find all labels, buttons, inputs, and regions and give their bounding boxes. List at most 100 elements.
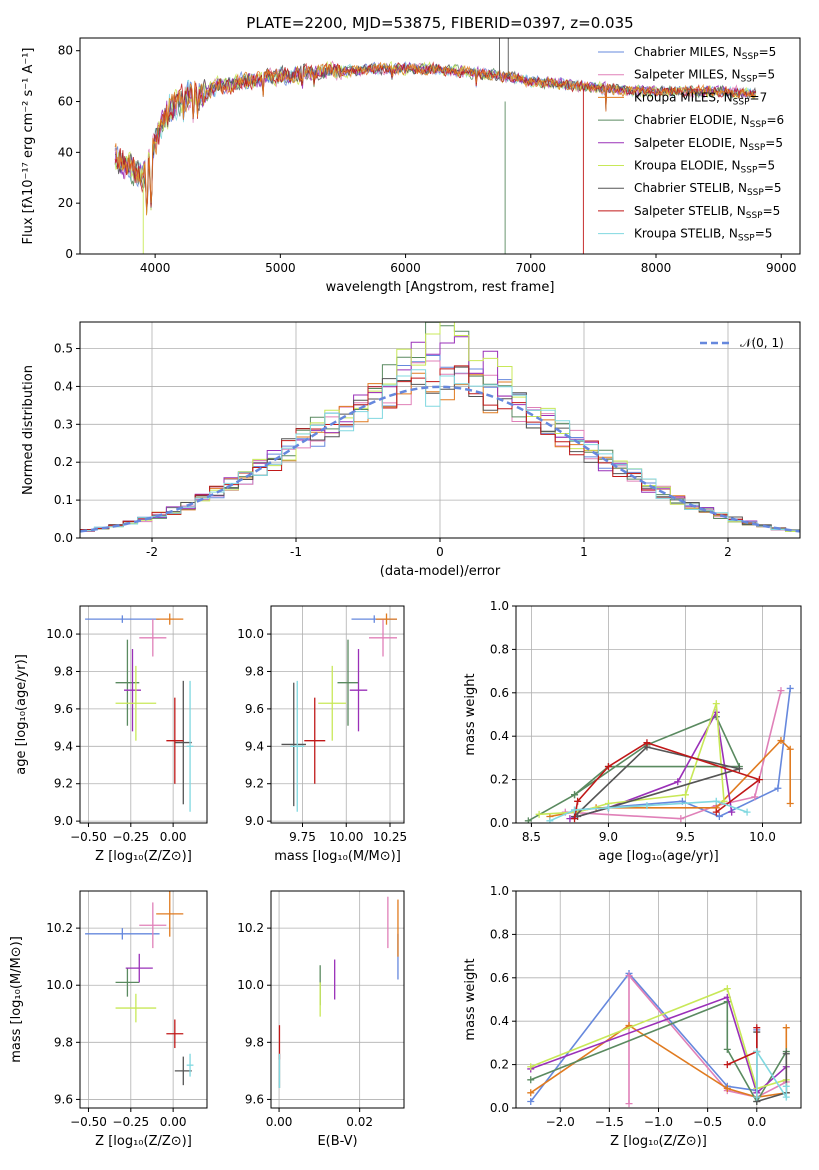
spectrum-legend-label: Kroupa MILES, NSSP=7 (634, 90, 767, 107)
weight-age-marker (535, 810, 543, 818)
mass-Z-errorbar-point (85, 928, 160, 940)
age-Z-ylabel: age [log₁₀(age/yr)] (14, 654, 29, 775)
spectrum-xlabel: wavelength [Angstrom, rest frame] (326, 280, 555, 295)
age-mass-xlabel: mass [log₁₀(M/M⊙)] (274, 849, 401, 864)
residual-histogram-step (80, 336, 800, 532)
age-mass-ytick-label: 9.2 (245, 777, 264, 791)
age-Z-plot-area (85, 613, 194, 812)
mass-Z-xtick-label: 0.00 (160, 1115, 187, 1129)
residuals-ytick-label: 0.0 (54, 531, 73, 545)
mass-Z-xtick-label: −0.25 (112, 1115, 149, 1129)
weight-Z-xtick-label: −1.5 (595, 1115, 624, 1129)
weight-age-ytick-label: 0.0 (490, 816, 509, 830)
spectrum-ytick-label: 80 (58, 44, 73, 58)
spectrum-ylabel: Flux [fλ10⁻¹⁷ erg cm⁻² s⁻¹ A⁻¹] (21, 48, 36, 245)
weight-Z-marker (723, 1084, 731, 1092)
mass-Z-ytick-label: 10.2 (46, 921, 73, 935)
age-Z-errorbar-point (115, 665, 157, 741)
spectrum-legend-label: Chabrier MILES, NSSP=5 (634, 45, 776, 62)
weight-age-marker (677, 815, 685, 823)
spectrum-legend-label: Kroupa ELODIE, NSSP=5 (634, 159, 775, 176)
spectrum-frame (79, 37, 801, 255)
weight-age-frame (515, 605, 802, 824)
spectrum-xtick-label: 8000 (641, 261, 672, 275)
weight-Z-marker (782, 1093, 790, 1101)
mass-Z-errorbar-point (166, 1019, 184, 1049)
weight-age-marker (755, 776, 763, 784)
age-mass-xtick-label: 10.00 (329, 830, 363, 844)
weight-Z-xtick-label: −2.0 (546, 1115, 575, 1129)
weight-age-panel: 8.5 9.0 9.5 10.0 0.0 0.2 0.4 0.6 0.8 1.0 age [log₁… (463, 599, 802, 864)
weight-age-ytick-label: 0.2 (490, 773, 509, 787)
residuals-ytick-label: 0.3 (54, 417, 73, 431)
weight-age-xtick-label: 9.0 (599, 830, 618, 844)
weight-Z-marker (782, 1024, 790, 1032)
weight-age-marker (786, 745, 794, 753)
mass-EBV-ytick-label: 9.8 (245, 1035, 264, 1049)
weight-age-marker (674, 778, 682, 786)
spectrum-xtick-label: 7000 (516, 261, 547, 275)
normal-distribution-curve (80, 385, 800, 533)
age-mass-panel: 9.75 10.00 10.25 9.0 9.2 9.4 9.6 9.8 10.0 mass [l… (237, 605, 407, 864)
spectrum-panel: 4000 5000 6000 7000 8000 9000 0 20 40 60 80 wavelen… (21, 37, 801, 295)
weight-age-marker (735, 765, 743, 773)
weight-age-ytick-label: 1.0 (490, 599, 509, 613)
weight-Z-marker (753, 1048, 761, 1056)
mass-Z-errorbar-point (115, 993, 157, 1023)
weight-age-marker (751, 793, 759, 801)
weight-age-xtick-label: 8.5 (522, 830, 541, 844)
weight-age-marker (546, 817, 554, 823)
age-mass-xtick-label: 9.75 (289, 830, 316, 844)
residuals-ytick-label: 0.2 (54, 455, 73, 469)
weight-Z-plot-area (527, 969, 790, 1108)
age-mass-errorbar-point (290, 680, 305, 812)
residuals-xtick-label: 2 (724, 545, 732, 559)
age-Z-ytick-label: 9.6 (54, 702, 73, 716)
spectrum-xtick-label: 9000 (766, 261, 797, 275)
mass-Z-xtick-label: −0.50 (70, 1115, 107, 1129)
weight-age-marker (571, 815, 579, 823)
weight-Z-marker (723, 985, 731, 993)
spectrum-legend-label: Chabrier STELIB, NSSP=5 (634, 181, 782, 198)
spectrum-xtick-label: 5000 (265, 261, 296, 275)
age-mass-errorbar-point (337, 639, 359, 726)
weight-Z-xtick-label: −1.0 (644, 1115, 673, 1129)
mass-EBV-xtick-label: 0.02 (346, 1115, 373, 1129)
mass-Z-ytick-label: 10.0 (46, 978, 73, 992)
spectrum-legend-label: Salpeter ELODIE, NSSP=5 (634, 136, 783, 153)
residuals-ytick-label: 0.5 (54, 342, 73, 356)
weight-age-marker (715, 812, 723, 820)
weight-Z-marker (527, 1089, 535, 1097)
age-Z-ytick-label: 9.2 (54, 777, 73, 791)
weight-age-marker (786, 799, 794, 807)
weight-age-marker (574, 797, 582, 805)
age-Z-xtick-label: −0.50 (70, 830, 107, 844)
weight-Z-marker (782, 1082, 790, 1090)
weight-Z-series-line (530, 996, 787, 1095)
age-mass-errorbar-point (281, 682, 306, 807)
weight-age-ytick-label: 0.8 (490, 642, 509, 656)
spectrum-legend-label: Salpeter STELIB, NSSP=5 (634, 204, 780, 221)
weight-Z-xtick-label: −0.5 (693, 1115, 722, 1129)
spectrum-ytick-label: 40 (58, 145, 73, 159)
residuals-xlabel: (data-model)/error (380, 564, 501, 579)
age-Z-errorbar-point (156, 613, 184, 625)
age-mass-errorbar-point (376, 613, 397, 625)
weight-Z-ytick-label: 0.4 (490, 1014, 509, 1028)
weight-age-ylabel: mass weight (463, 673, 478, 755)
residuals-ylabel: Normed distribution (21, 365, 36, 495)
weight-Z-ytick-label: 1.0 (490, 884, 509, 898)
weight-Z-ytick-label: 0.8 (490, 927, 509, 941)
weight-Z-marker (625, 972, 633, 980)
spectrum-line (114, 61, 757, 216)
mass-Z-ytick-label: 9.6 (54, 1092, 73, 1106)
weight-age-ytick-label: 0.6 (490, 686, 509, 700)
weight-Z-ylabel: mass weight (463, 958, 478, 1040)
weight-Z-xtick-label: 0.0 (747, 1115, 766, 1129)
weight-Z-ytick-label: 0.6 (490, 971, 509, 985)
weight-Z-series-line (530, 987, 787, 1090)
weight-Z-xlabel: Z [log₁₀(Z/Z⊙)] (610, 1134, 707, 1149)
residuals-plot-area (80, 322, 800, 533)
residuals-xtick-label: 1 (580, 545, 588, 559)
weight-age-marker (643, 739, 651, 747)
